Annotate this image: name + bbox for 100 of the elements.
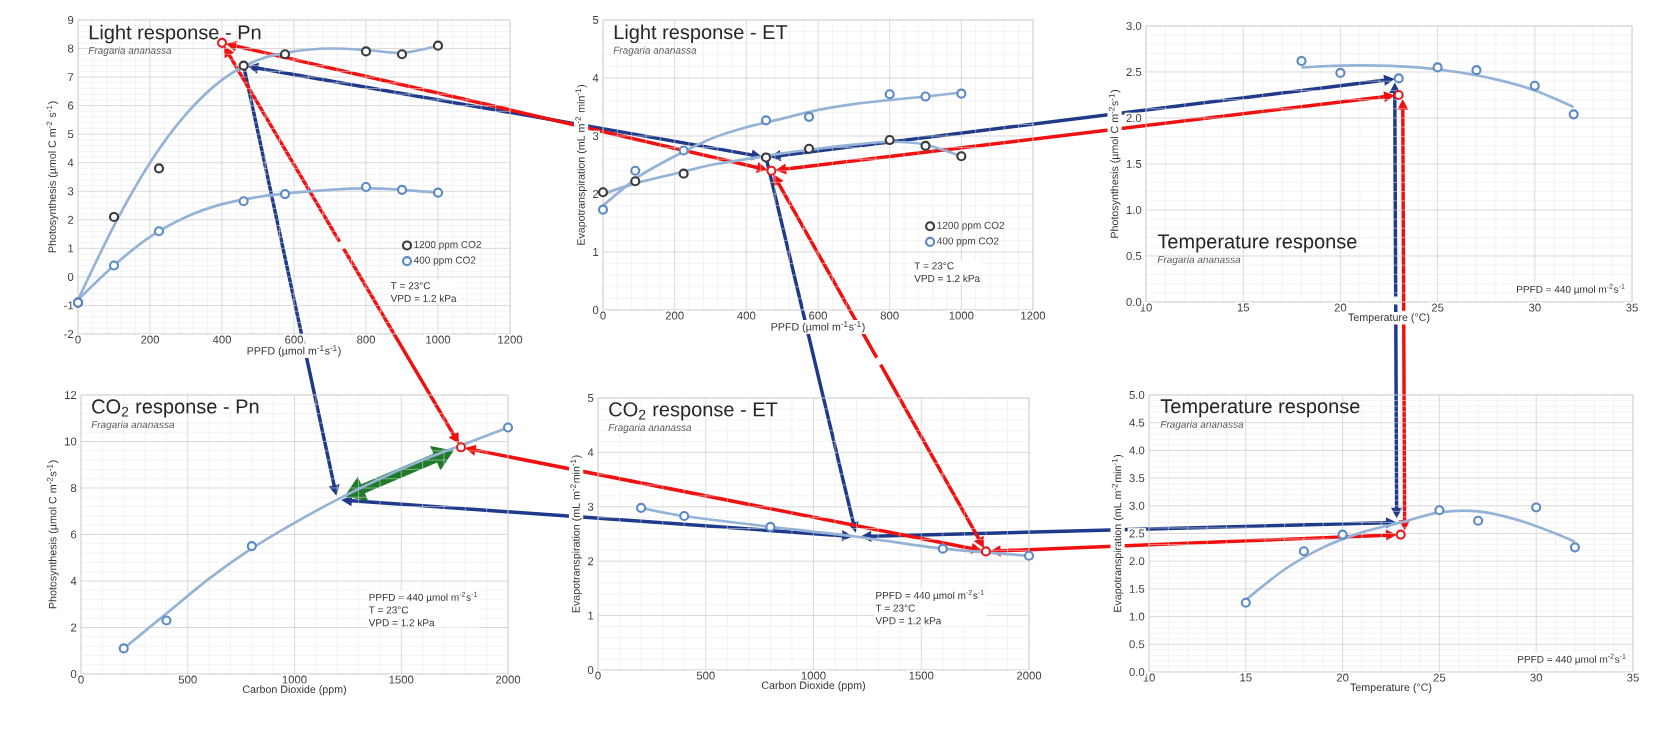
y-tick-label: 1 — [593, 248, 599, 256]
x-tick-label: 2000 — [1016, 671, 1042, 680]
y-tick-label: 6 — [71, 530, 77, 539]
x-tick-label: 800 — [357, 335, 376, 344]
x-axis-title: Carbon Dioxide (ppm) — [761, 681, 865, 692]
x-tick-label: 1000 — [426, 335, 451, 344]
y-tick-label: 3.0 — [1126, 21, 1142, 30]
y-tick-label: 2.0 — [1126, 113, 1142, 122]
text: Fragaria ananassa — [608, 423, 692, 434]
x-tick-label: 200 — [141, 335, 160, 344]
x-tick-label: 1000 — [282, 675, 307, 684]
annotation: T = 23°C — [914, 262, 954, 270]
annotation: T = 23°C — [368, 606, 409, 614]
y-tick-label: 2 — [588, 557, 594, 566]
x-tick-label: 25 — [1433, 673, 1446, 682]
y-axis-title: Photosynthesis (µmol C m$^{-2}$ s$^{-1}$) — [46, 101, 59, 253]
legend-label: 1200 ppm CO2 — [414, 240, 481, 251]
x-tick-label: 10 — [1143, 673, 1155, 682]
x-tick-label: 0 — [78, 675, 84, 684]
y-tick-label: 1.0 — [1129, 612, 1145, 621]
annotation: VPD = 1.2 kPa — [875, 617, 942, 625]
chart-title: CO$_{2}$ response - Pn — [92, 399, 259, 418]
chart-title: CO$_{2}$ response - ET — [609, 402, 778, 421]
y-tick-label: 0.5 — [1129, 640, 1145, 649]
y-tick-label: 10 — [65, 437, 77, 446]
y-tick-label: 1.5 — [1129, 584, 1145, 593]
x-tick-label: 0 — [600, 311, 606, 320]
x-tick-label: 25 — [1431, 303, 1444, 312]
y-tick-label: 0 — [587, 665, 594, 674]
y-tick-label: 0.0 — [1129, 667, 1145, 676]
x-tick-label: 600 — [285, 335, 304, 344]
y-tick-label: 3.0 — [1129, 501, 1145, 510]
y-tick-label: 3 — [592, 131, 599, 140]
x-tick-label: 2000 — [495, 675, 521, 684]
x-tick-label: 400 — [212, 335, 232, 344]
y-tick-label: 6 — [68, 101, 74, 110]
x-tick-label: 1500 — [389, 675, 414, 684]
x-axis-title: PPFD (µmol m$^{-1}$s$^{-1}$) — [771, 321, 865, 333]
x-tick-label: 15 — [1240, 673, 1252, 682]
y-tick-label: 2 — [71, 623, 77, 632]
y-tick-label: 5 — [587, 394, 594, 402]
annotation: PPFD = 440 µmol m$^{-2}$s$^{-1}$ — [369, 591, 477, 603]
x-axis-title: Carbon Dioxide (ppm) — [242, 685, 346, 696]
x-tick-label: 500 — [178, 675, 197, 684]
x-tick-label: 20 — [1336, 673, 1349, 682]
x-tick-label: 10 — [1140, 303, 1152, 312]
y-tick-label: 1 — [68, 244, 74, 253]
y-tick-label: 1.0 — [1126, 205, 1142, 214]
x-tick-label: 1200 — [498, 335, 523, 344]
y-tick-label: -1 — [64, 301, 74, 310]
y-axis-title: Photosynthesis (µmol C m$^{-2}$s$^{-1}$) — [1108, 90, 1121, 238]
y-tick-label: 1.5 — [1126, 160, 1142, 168]
x-tick-label: 1000 — [801, 671, 826, 680]
annotation: VPD = 1.2 kPa — [368, 618, 435, 627]
annotation: T = 23°C — [875, 604, 915, 612]
text: Temperature response — [1157, 234, 1357, 253]
y-tick-label: 2.5 — [1126, 67, 1142, 76]
y-tick-label: 2.5 — [1129, 529, 1145, 538]
x-tick-label: 1200 — [1021, 311, 1046, 320]
y-axis-title: Evapotranspiration (mL m$^{-2}$ min$^{-1}$) — [575, 84, 587, 245]
y-tick-label: 1 — [588, 611, 594, 620]
y-axis-title: Photosynthesis (µmol C m$^{-2}$s$^{-1}$) — [46, 460, 59, 609]
y-tick-label: 2.0 — [1129, 557, 1145, 566]
x-tick-label: 500 — [696, 671, 715, 680]
legend-label: 400 ppm CO2 — [936, 237, 999, 247]
y-tick-label: 8 — [70, 483, 77, 492]
x-tick-label: 35 — [1627, 673, 1639, 682]
x-tick-label: 1500 — [909, 671, 934, 680]
y-tick-label: 4 — [592, 74, 599, 82]
x-axis-title: PPFD (µmol m$^{-1}$s$^{-1}$) — [247, 345, 341, 357]
y-tick-label: 0.0 — [1126, 297, 1142, 306]
text: Fragaria ananassa — [88, 46, 172, 56]
y-tick-label: 4 — [67, 158, 74, 167]
x-axis-title: Temperature (°C) — [1348, 313, 1430, 324]
annotation: VPD = 1.2 kPa — [914, 274, 981, 283]
text: Fragaria ananassa — [1160, 420, 1244, 430]
x-tick-label: 30 — [1528, 303, 1541, 312]
text: Fragaria ananassa — [1157, 255, 1241, 266]
y-tick-label: 9 — [67, 15, 74, 24]
y-axis-title: Evapotranspiration (mL m$^{-2}$min$^{-1}$) — [1111, 454, 1124, 612]
text: Fragaria ananassa — [91, 420, 175, 431]
y-tick-label: 5 — [592, 16, 599, 24]
x-tick-label: 30 — [1530, 673, 1543, 682]
y-tick-label: 8 — [67, 44, 74, 53]
y-axis-title: Evapotranspiration (mL m$^{-2}$min$^{-1}$) — [570, 455, 582, 613]
y-tick-label: 4 — [587, 448, 594, 457]
x-tick-label: 35 — [1626, 303, 1638, 312]
annotation: VPD = 1.2 kPa — [390, 294, 457, 302]
chart-title: Light response - Pn — [89, 24, 261, 44]
y-tick-label: 3 — [67, 187, 74, 196]
legend-label: 400 ppm CO2 — [413, 256, 476, 266]
x-tick-label: 800 — [880, 311, 899, 320]
y-tick-label: 12 — [65, 391, 77, 399]
y-tick-label: -2 — [64, 330, 74, 338]
y-tick-label: 2 — [593, 190, 599, 198]
y-tick-label: 2 — [68, 215, 74, 224]
y-tick-label: 4.5 — [1129, 418, 1145, 427]
text: Fragaria ananassa — [613, 46, 697, 56]
x-tick-label: 1000 — [949, 311, 974, 320]
x-tick-label: 400 — [737, 311, 756, 320]
